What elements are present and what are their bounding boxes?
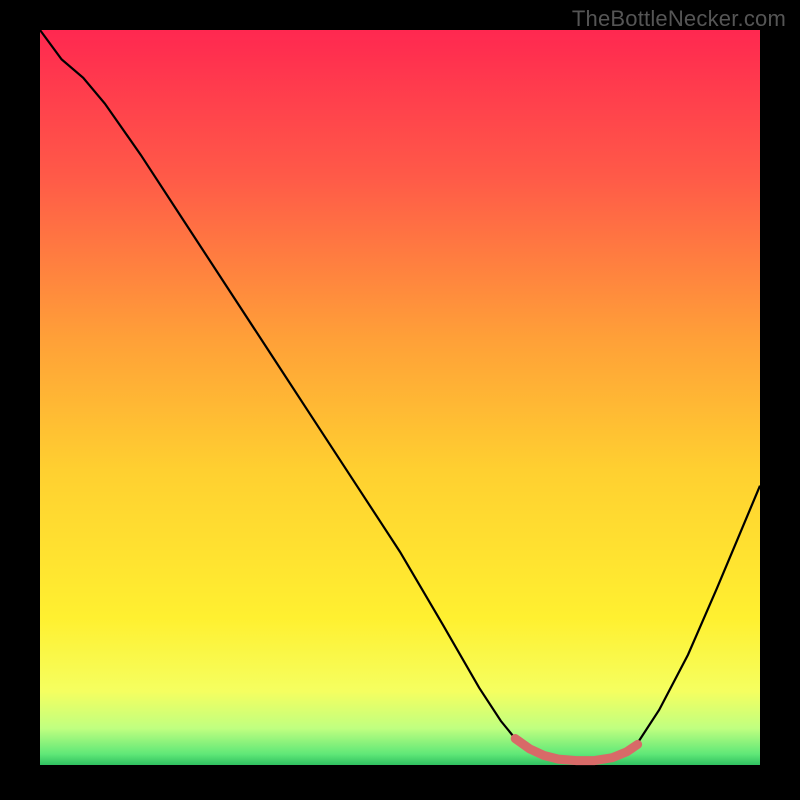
watermark-text: TheBottleNecker.com [572, 6, 786, 32]
bottleneck-chart [0, 0, 800, 800]
plot-background [40, 30, 760, 765]
